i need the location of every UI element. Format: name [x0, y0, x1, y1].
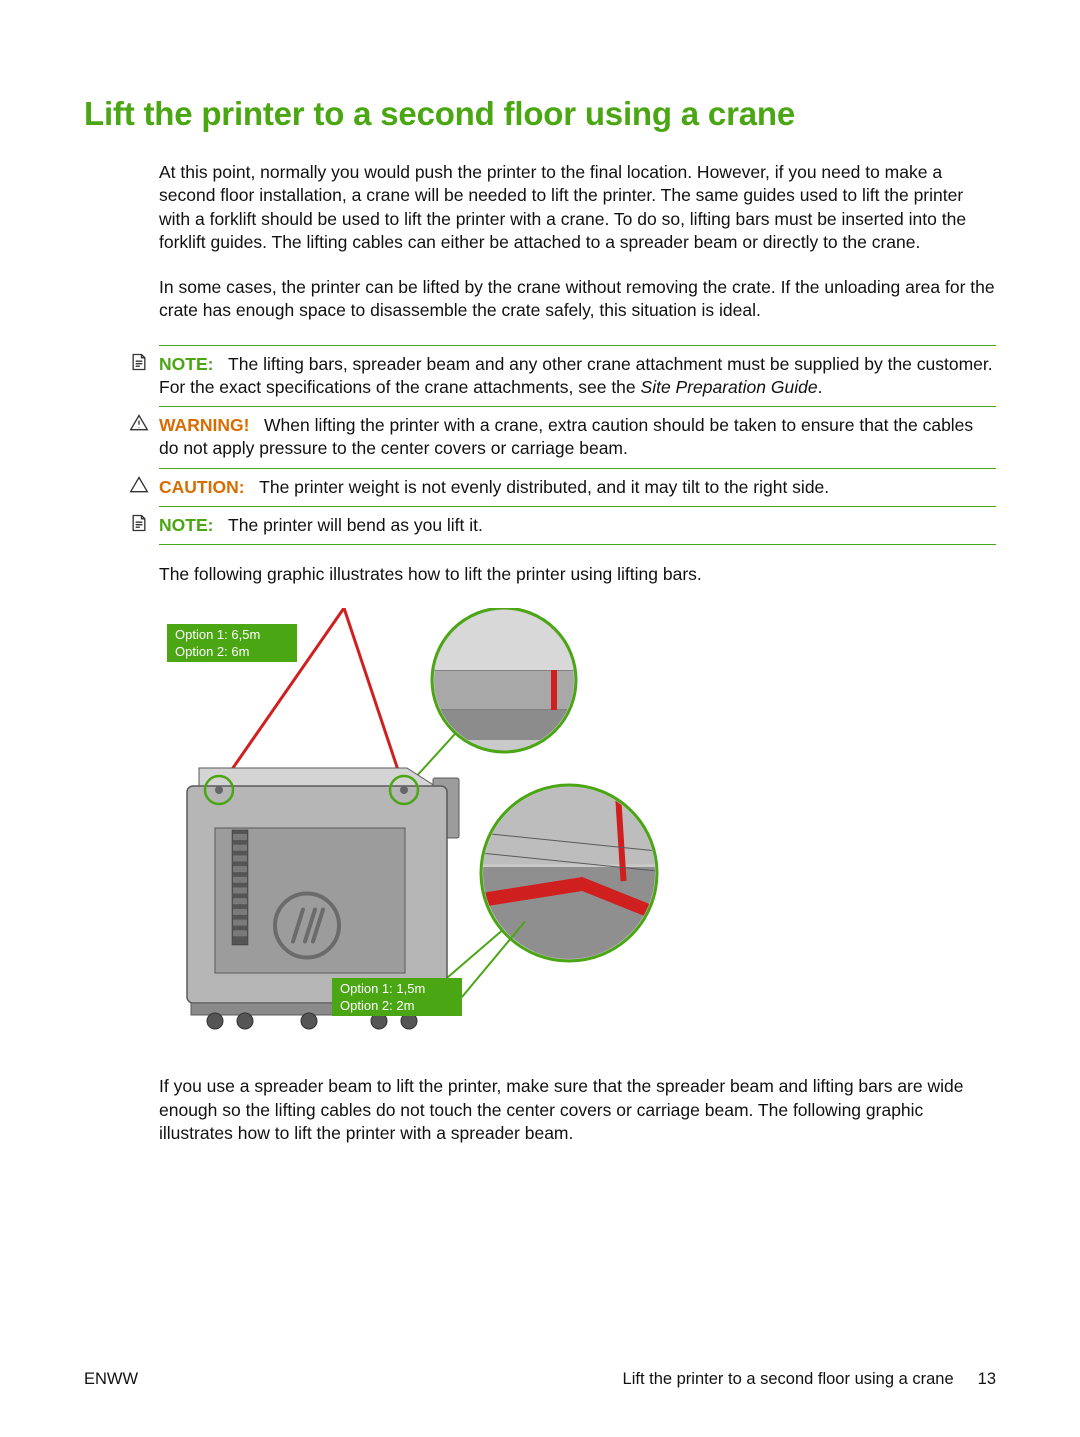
warning-label: WARNING! — [159, 415, 249, 435]
note-text-italic: Site Preparation Guide — [641, 377, 818, 397]
note-label-2: NOTE: — [159, 515, 213, 535]
page-footer: ENWW Lift the printer to a second floor … — [84, 1370, 996, 1389]
caution-text: The printer weight is not evenly distrib… — [259, 477, 829, 497]
note-icon — [129, 513, 151, 535]
intro-paragraph-1: At this point, normally you would push t… — [159, 161, 996, 254]
svg-text:Option 1: 6,5m: Option 1: 6,5m — [175, 627, 260, 642]
paragraph: At this point, normally you would push t… — [159, 161, 996, 254]
paragraph: If you use a spreader beam to lift the p… — [159, 1075, 996, 1145]
caution-callout: CAUTION: The printer weight is not evenl… — [159, 468, 996, 506]
footer-section-title: Lift the printer to a second floor using… — [623, 1370, 954, 1389]
after-figure-paragraph: If you use a spreader beam to lift the p… — [159, 1075, 996, 1145]
note-callout-2: NOTE: The printer will bend as you lift … — [159, 506, 996, 545]
intro-paragraph-2: In some cases, the printer can be lifted… — [159, 276, 996, 323]
warning-callout: WARNING! When lifting the printer with a… — [159, 406, 996, 468]
section-heading: Lift the printer to a second floor using… — [84, 95, 996, 133]
note-text-a: The lifting bars, spreader beam and any … — [159, 354, 993, 397]
figure-intro-paragraph: The following graphic illustrates how to… — [159, 563, 996, 586]
footer-left: ENWW — [84, 1370, 138, 1389]
caution-icon — [129, 475, 151, 497]
crane-lift-figure: Option 1: 6,5m Option 2: 6m Option 1: 1,5m… — [159, 608, 996, 1053]
note-icon — [129, 352, 151, 374]
footer-right: Lift the printer to a second floor using… — [623, 1370, 996, 1389]
warning-icon — [129, 413, 151, 435]
note-text-b: . — [818, 377, 823, 397]
note-text-2: The printer will bend as you lift it. — [228, 515, 483, 535]
svg-text:Option 2: 6m: Option 2: 6m — [175, 644, 249, 659]
svg-text:Option 2: 2m: Option 2: 2m — [340, 998, 414, 1013]
paragraph: The following graphic illustrates how to… — [159, 563, 996, 586]
svg-text:Option 1: 1,5m: Option 1: 1,5m — [340, 981, 425, 996]
warning-text: When lifting the printer with a crane, e… — [159, 415, 973, 458]
note-callout: NOTE: The lifting bars, spreader beam an… — [159, 345, 996, 407]
caution-label: CAUTION: — [159, 477, 245, 497]
document-page: Lift the printer to a second floor using… — [0, 0, 1080, 1437]
note-label: NOTE: — [159, 354, 213, 374]
crane-lift-svg: Option 1: 6,5m Option 2: 6m Option 1: 1,5m… — [159, 608, 679, 1048]
paragraph: In some cases, the printer can be lifted… — [159, 276, 996, 323]
footer-page-number: 13 — [978, 1370, 996, 1389]
